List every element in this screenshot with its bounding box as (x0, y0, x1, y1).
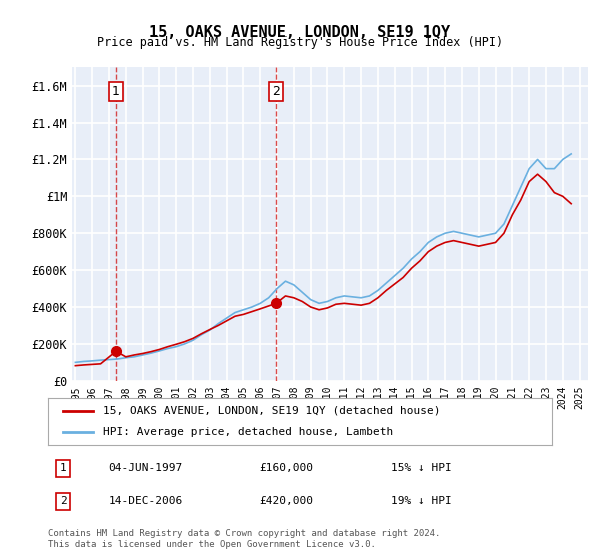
Text: 15, OAKS AVENUE, LONDON, SE19 1QY: 15, OAKS AVENUE, LONDON, SE19 1QY (149, 25, 451, 40)
Text: 14-DEC-2006: 14-DEC-2006 (109, 496, 183, 506)
Text: 15% ↓ HPI: 15% ↓ HPI (391, 463, 451, 473)
Text: HPI: Average price, detached house, Lambeth: HPI: Average price, detached house, Lamb… (103, 427, 394, 437)
Text: 15, OAKS AVENUE, LONDON, SE19 1QY (detached house): 15, OAKS AVENUE, LONDON, SE19 1QY (detac… (103, 406, 441, 416)
Text: 2: 2 (272, 85, 280, 97)
Text: 2: 2 (60, 496, 67, 506)
Text: Price paid vs. HM Land Registry's House Price Index (HPI): Price paid vs. HM Land Registry's House … (97, 36, 503, 49)
Text: 19% ↓ HPI: 19% ↓ HPI (391, 496, 451, 506)
Text: £160,000: £160,000 (260, 463, 314, 473)
Text: £420,000: £420,000 (260, 496, 314, 506)
Text: Contains HM Land Registry data © Crown copyright and database right 2024.
This d: Contains HM Land Registry data © Crown c… (48, 529, 440, 549)
Text: 1: 1 (60, 463, 67, 473)
Text: 04-JUN-1997: 04-JUN-1997 (109, 463, 183, 473)
Text: 1: 1 (112, 85, 120, 97)
